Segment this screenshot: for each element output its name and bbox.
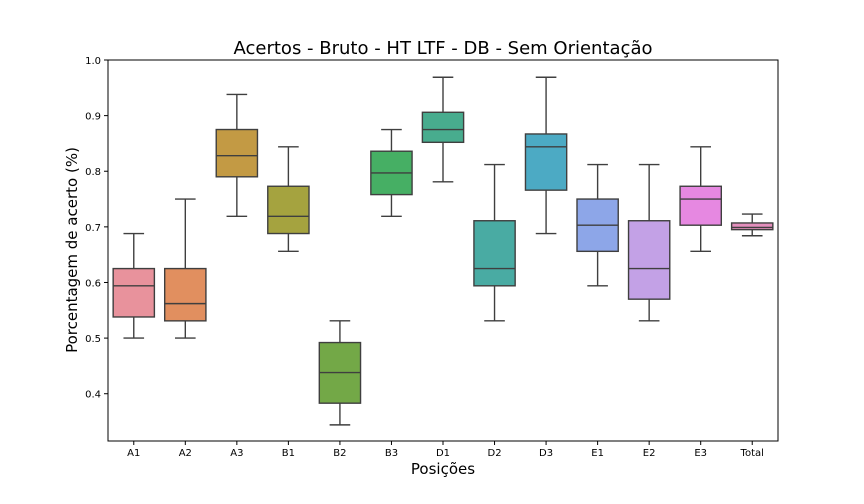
- y-tick-label: 0.6: [85, 278, 101, 289]
- box-d3: [524, 133, 568, 191]
- y-tick-label: 0.8: [85, 167, 101, 178]
- box-e3: [679, 185, 723, 226]
- x-tick-label: B1: [282, 448, 295, 459]
- x-tick-label: B2: [333, 448, 346, 459]
- box-a2: [163, 267, 207, 322]
- y-tick-label: 0.4: [85, 390, 101, 401]
- x-tick-label: A3: [230, 448, 243, 459]
- box-d1: [421, 111, 465, 144]
- x-tick-label: D2: [488, 448, 502, 459]
- x-tick-label: E3: [694, 448, 707, 459]
- box-e2: [627, 220, 671, 300]
- x-tick-label: B3: [385, 448, 398, 459]
- axes-frame: [107, 59, 779, 442]
- x-tick-label: E2: [643, 448, 656, 459]
- box-d2: [473, 220, 516, 287]
- x-tick-label: E1: [591, 448, 604, 459]
- chart-title: Acertos - Bruto - HT LTF - DB - Sem Orie…: [234, 38, 653, 59]
- y-axis-label: Porcentagem de acerto (%): [63, 147, 81, 353]
- x-tick-label: D3: [539, 448, 553, 459]
- box-b1: [267, 185, 310, 235]
- box-a1: [112, 267, 156, 318]
- x-tick-label: A1: [127, 448, 140, 459]
- y-tick-label: 0.9: [85, 112, 101, 123]
- plot-area: 0.4 0.5 0.6 0.7 0.8 0.9 1.0 A1 A2 A3 B1 B2 B3 D1 D2 D3 E…: [85, 56, 779, 459]
- x-axis-label: Posições: [411, 460, 475, 478]
- x-tick-label: Total: [740, 448, 764, 459]
- box-total: [730, 222, 774, 231]
- box-a3: [215, 128, 259, 178]
- y-tick-label: 1.0: [85, 56, 101, 67]
- y-tick-label: 0.7: [85, 223, 101, 234]
- y-tick-label: 0.5: [85, 334, 101, 345]
- x-tick-label: A2: [179, 448, 192, 459]
- x-tick-label: D1: [436, 448, 450, 459]
